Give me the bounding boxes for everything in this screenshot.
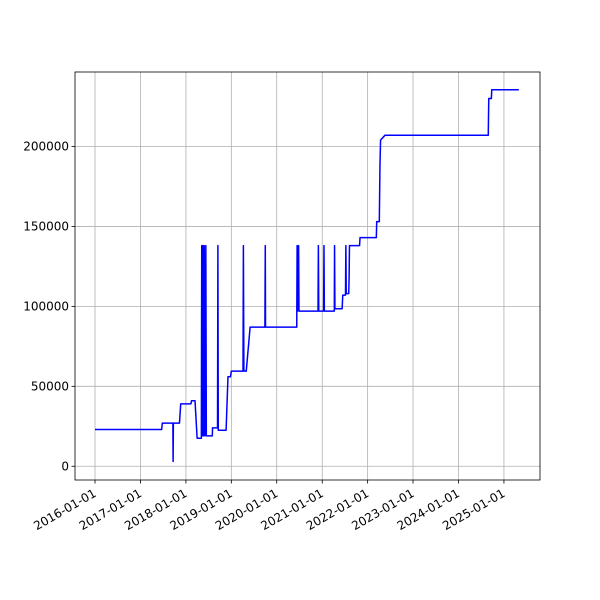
- y-tick-label: 0: [61, 459, 69, 473]
- plot-frame: [74, 71, 541, 481]
- data-line: [95, 89, 519, 463]
- y-tick-label: 50000: [31, 379, 69, 393]
- y-tick-label: 150000: [23, 219, 69, 233]
- y-tick-label: 200000: [23, 140, 69, 154]
- y-tick-label: 100000: [23, 299, 69, 313]
